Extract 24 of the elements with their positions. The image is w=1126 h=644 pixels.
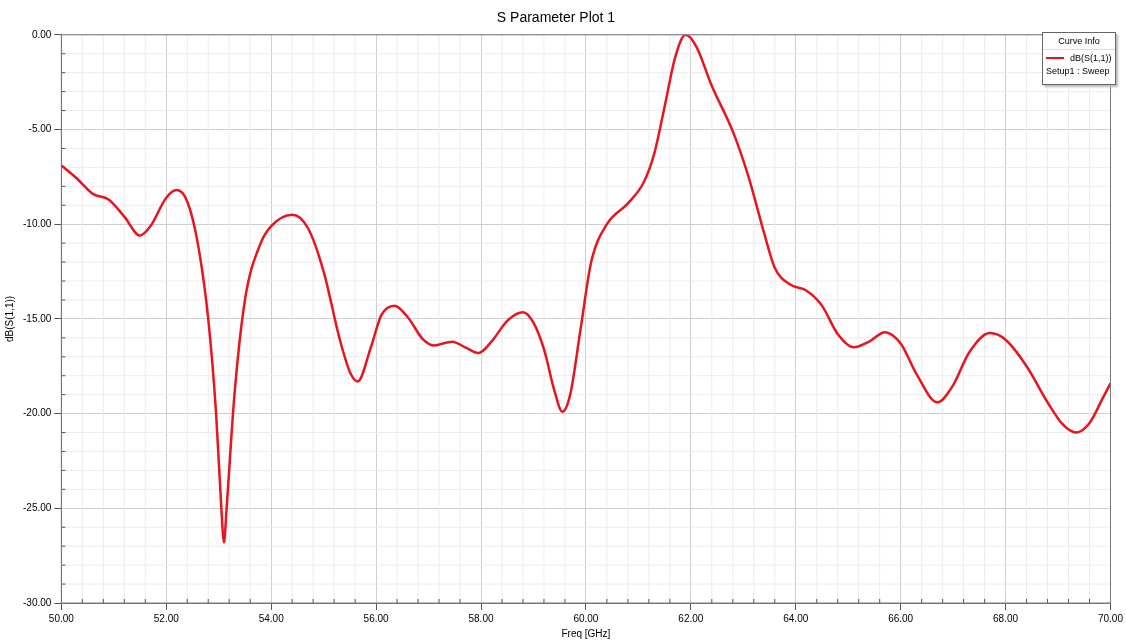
x-tick-label: 60.00: [573, 612, 599, 624]
legend-title: Curve Info: [1043, 33, 1115, 50]
y-tick-label: 0.00: [31, 28, 52, 40]
x-tick-label: 66.00: [888, 612, 914, 624]
x-tick-label: 64.00: [783, 612, 809, 624]
y-tick-label: -10.00: [23, 217, 52, 229]
y-tick-label: -30.00: [23, 596, 52, 608]
y-tick-label: -5.00: [28, 123, 52, 135]
x-tick-label: 50.00: [48, 612, 75, 624]
x-tick-label: 70.00: [1097, 612, 1124, 624]
y-tick-label: -25.00: [23, 502, 52, 514]
x-tick-label: 62.00: [678, 612, 704, 624]
x-tick-label: 58.00: [468, 612, 494, 624]
x-tick-label: 54.00: [258, 612, 285, 624]
y-tick-label: -15.00: [23, 312, 52, 324]
y-tick-label: -20.00: [23, 407, 52, 419]
x-tick-label: 68.00: [993, 612, 1019, 624]
annotation: Setup1 : Sweep: [1045, 65, 1111, 78]
x-tick-label: 52.00: [153, 612, 180, 624]
chart-title: S Parameter Plot 1: [496, 9, 616, 26]
y-axis-title: dB(S(1,1)): [3, 295, 15, 342]
x-axis-title: Freq [GHz]: [561, 627, 611, 639]
x-tick-label: 56.00: [363, 612, 390, 624]
legend-label: dB(S(1,1)): [1070, 53, 1112, 63]
